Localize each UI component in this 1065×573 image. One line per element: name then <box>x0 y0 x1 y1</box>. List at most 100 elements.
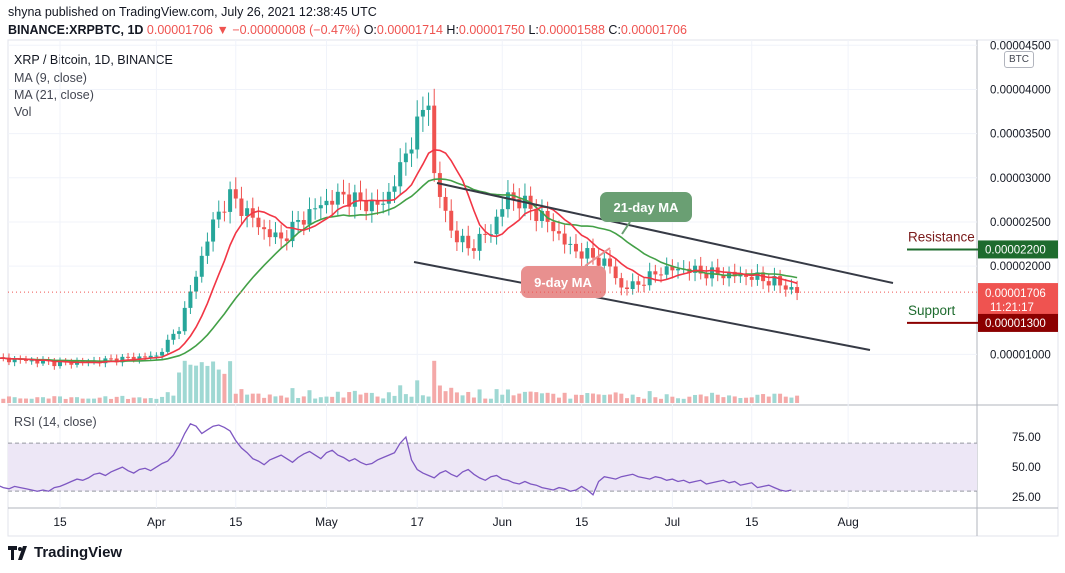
volume-bar <box>233 393 238 403</box>
candle-body <box>40 360 45 364</box>
candle-body <box>625 287 629 290</box>
volume-bar <box>687 396 692 403</box>
candle-body <box>749 276 754 280</box>
volume-bars <box>1 360 800 403</box>
candle-body <box>403 153 408 163</box>
candle-body <box>386 191 391 204</box>
candle-body <box>659 274 664 276</box>
volume-bar <box>228 361 233 403</box>
candle-body <box>602 258 607 266</box>
candle-body <box>772 276 777 286</box>
candle-body <box>58 361 62 367</box>
candle-body <box>545 210 550 222</box>
volume-bar <box>772 393 777 403</box>
candle-body <box>120 356 125 363</box>
candle-body <box>369 200 374 212</box>
ma21-callout-box <box>600 192 692 222</box>
close-value: 0.00001706 <box>620 23 687 37</box>
volume-bar <box>630 394 635 403</box>
candle-body <box>148 355 153 358</box>
volume-bar <box>511 395 516 403</box>
volume-bar <box>590 393 595 403</box>
ma9-callout-text: 9-day MA <box>534 275 592 290</box>
volume-bar <box>681 398 686 403</box>
time-axis[interactable]: 15 Apr 15 May 17 Jun 15 Jul 15 Aug <box>53 515 858 529</box>
volume-bar <box>211 361 216 403</box>
volume-bar <box>454 392 459 403</box>
volume-bar <box>755 394 760 403</box>
candle-body <box>704 273 709 279</box>
volume-bar <box>386 392 391 403</box>
volume-bar <box>761 394 766 403</box>
candle-body <box>318 205 323 209</box>
volume-bar <box>795 395 800 403</box>
level-labels: 0.00001706 11:21:17 Resistance 0.00002200 Su… <box>8 229 1058 332</box>
legend-ma21[interactable]: MA (21, close) <box>14 88 94 102</box>
volume-bar <box>704 396 709 403</box>
candle-body <box>443 196 448 211</box>
currency-badge[interactable]: BTC <box>1004 51 1034 68</box>
legend-vol[interactable]: Vol <box>14 105 32 119</box>
candle-body <box>143 356 148 358</box>
volume-bar <box>375 396 380 403</box>
volume-bar <box>579 394 584 403</box>
volume-bar <box>239 389 244 403</box>
candle-body <box>483 233 488 235</box>
volume-bar <box>500 394 505 403</box>
volume-bar <box>505 389 510 403</box>
descending-channel <box>413 182 894 351</box>
candle-body <box>596 257 601 266</box>
volume-bar <box>12 397 17 403</box>
candle-body <box>642 284 647 286</box>
rsi-legend[interactable]: RSI (14, close) <box>14 415 97 429</box>
candle-body <box>239 198 244 216</box>
volume-bar <box>471 397 476 403</box>
candle-body <box>505 192 510 210</box>
volume-bar <box>715 394 720 403</box>
volume-bar <box>607 394 612 403</box>
candle-body <box>358 192 363 201</box>
volume-bar <box>403 394 408 403</box>
volume-bar <box>398 385 403 403</box>
price-tick-label: 0.00004500 <box>990 40 1051 52</box>
candle-body <box>273 232 278 238</box>
volume-bar <box>199 362 204 403</box>
volume-bar <box>551 393 556 403</box>
countdown-label: 11:21:17 <box>990 302 1034 314</box>
candle-body <box>262 227 267 230</box>
volume-bar <box>324 396 329 403</box>
volume-bar <box>664 394 669 403</box>
volume-bar <box>126 398 131 403</box>
footer-brand[interactable]: TradingView <box>8 544 122 561</box>
candle-body <box>23 359 28 361</box>
ma9-callout-box <box>521 266 606 298</box>
time-tick-label: 15 <box>745 515 759 529</box>
candle-body <box>437 173 442 197</box>
volume-bar <box>18 398 23 403</box>
low-value: 0.00001588 <box>538 23 605 37</box>
candle-body <box>778 276 783 286</box>
volume-bar <box>437 385 442 403</box>
rsi-band <box>8 443 977 492</box>
last-price-label: 0.00001706 <box>985 288 1046 300</box>
volume-bar <box>409 396 414 403</box>
candle-body <box>636 281 641 285</box>
volume-bar <box>256 393 261 403</box>
legend-ma9[interactable]: MA (9, close) <box>14 71 87 85</box>
channel-upper-line <box>436 182 894 284</box>
brand-name: TradingView <box>34 544 123 561</box>
volume-bar <box>250 393 255 403</box>
ma21-callout-text: 21-day MA <box>613 200 679 215</box>
candle-body <box>188 291 193 308</box>
volume-bar <box>205 365 210 403</box>
candle-body <box>381 203 386 205</box>
legend-title[interactable]: XRP / Bitcoin, 1D, BINANCE <box>14 53 173 67</box>
candle-body <box>562 233 567 245</box>
candle-body <box>364 200 369 212</box>
price-axis[interactable]: 0.00004500 0.00004000 0.00003500 0.00003000… <box>990 40 1051 504</box>
volume-bar <box>783 396 788 403</box>
volume-bar <box>97 397 102 403</box>
candle-body <box>500 209 505 217</box>
candle-body <box>613 266 618 279</box>
